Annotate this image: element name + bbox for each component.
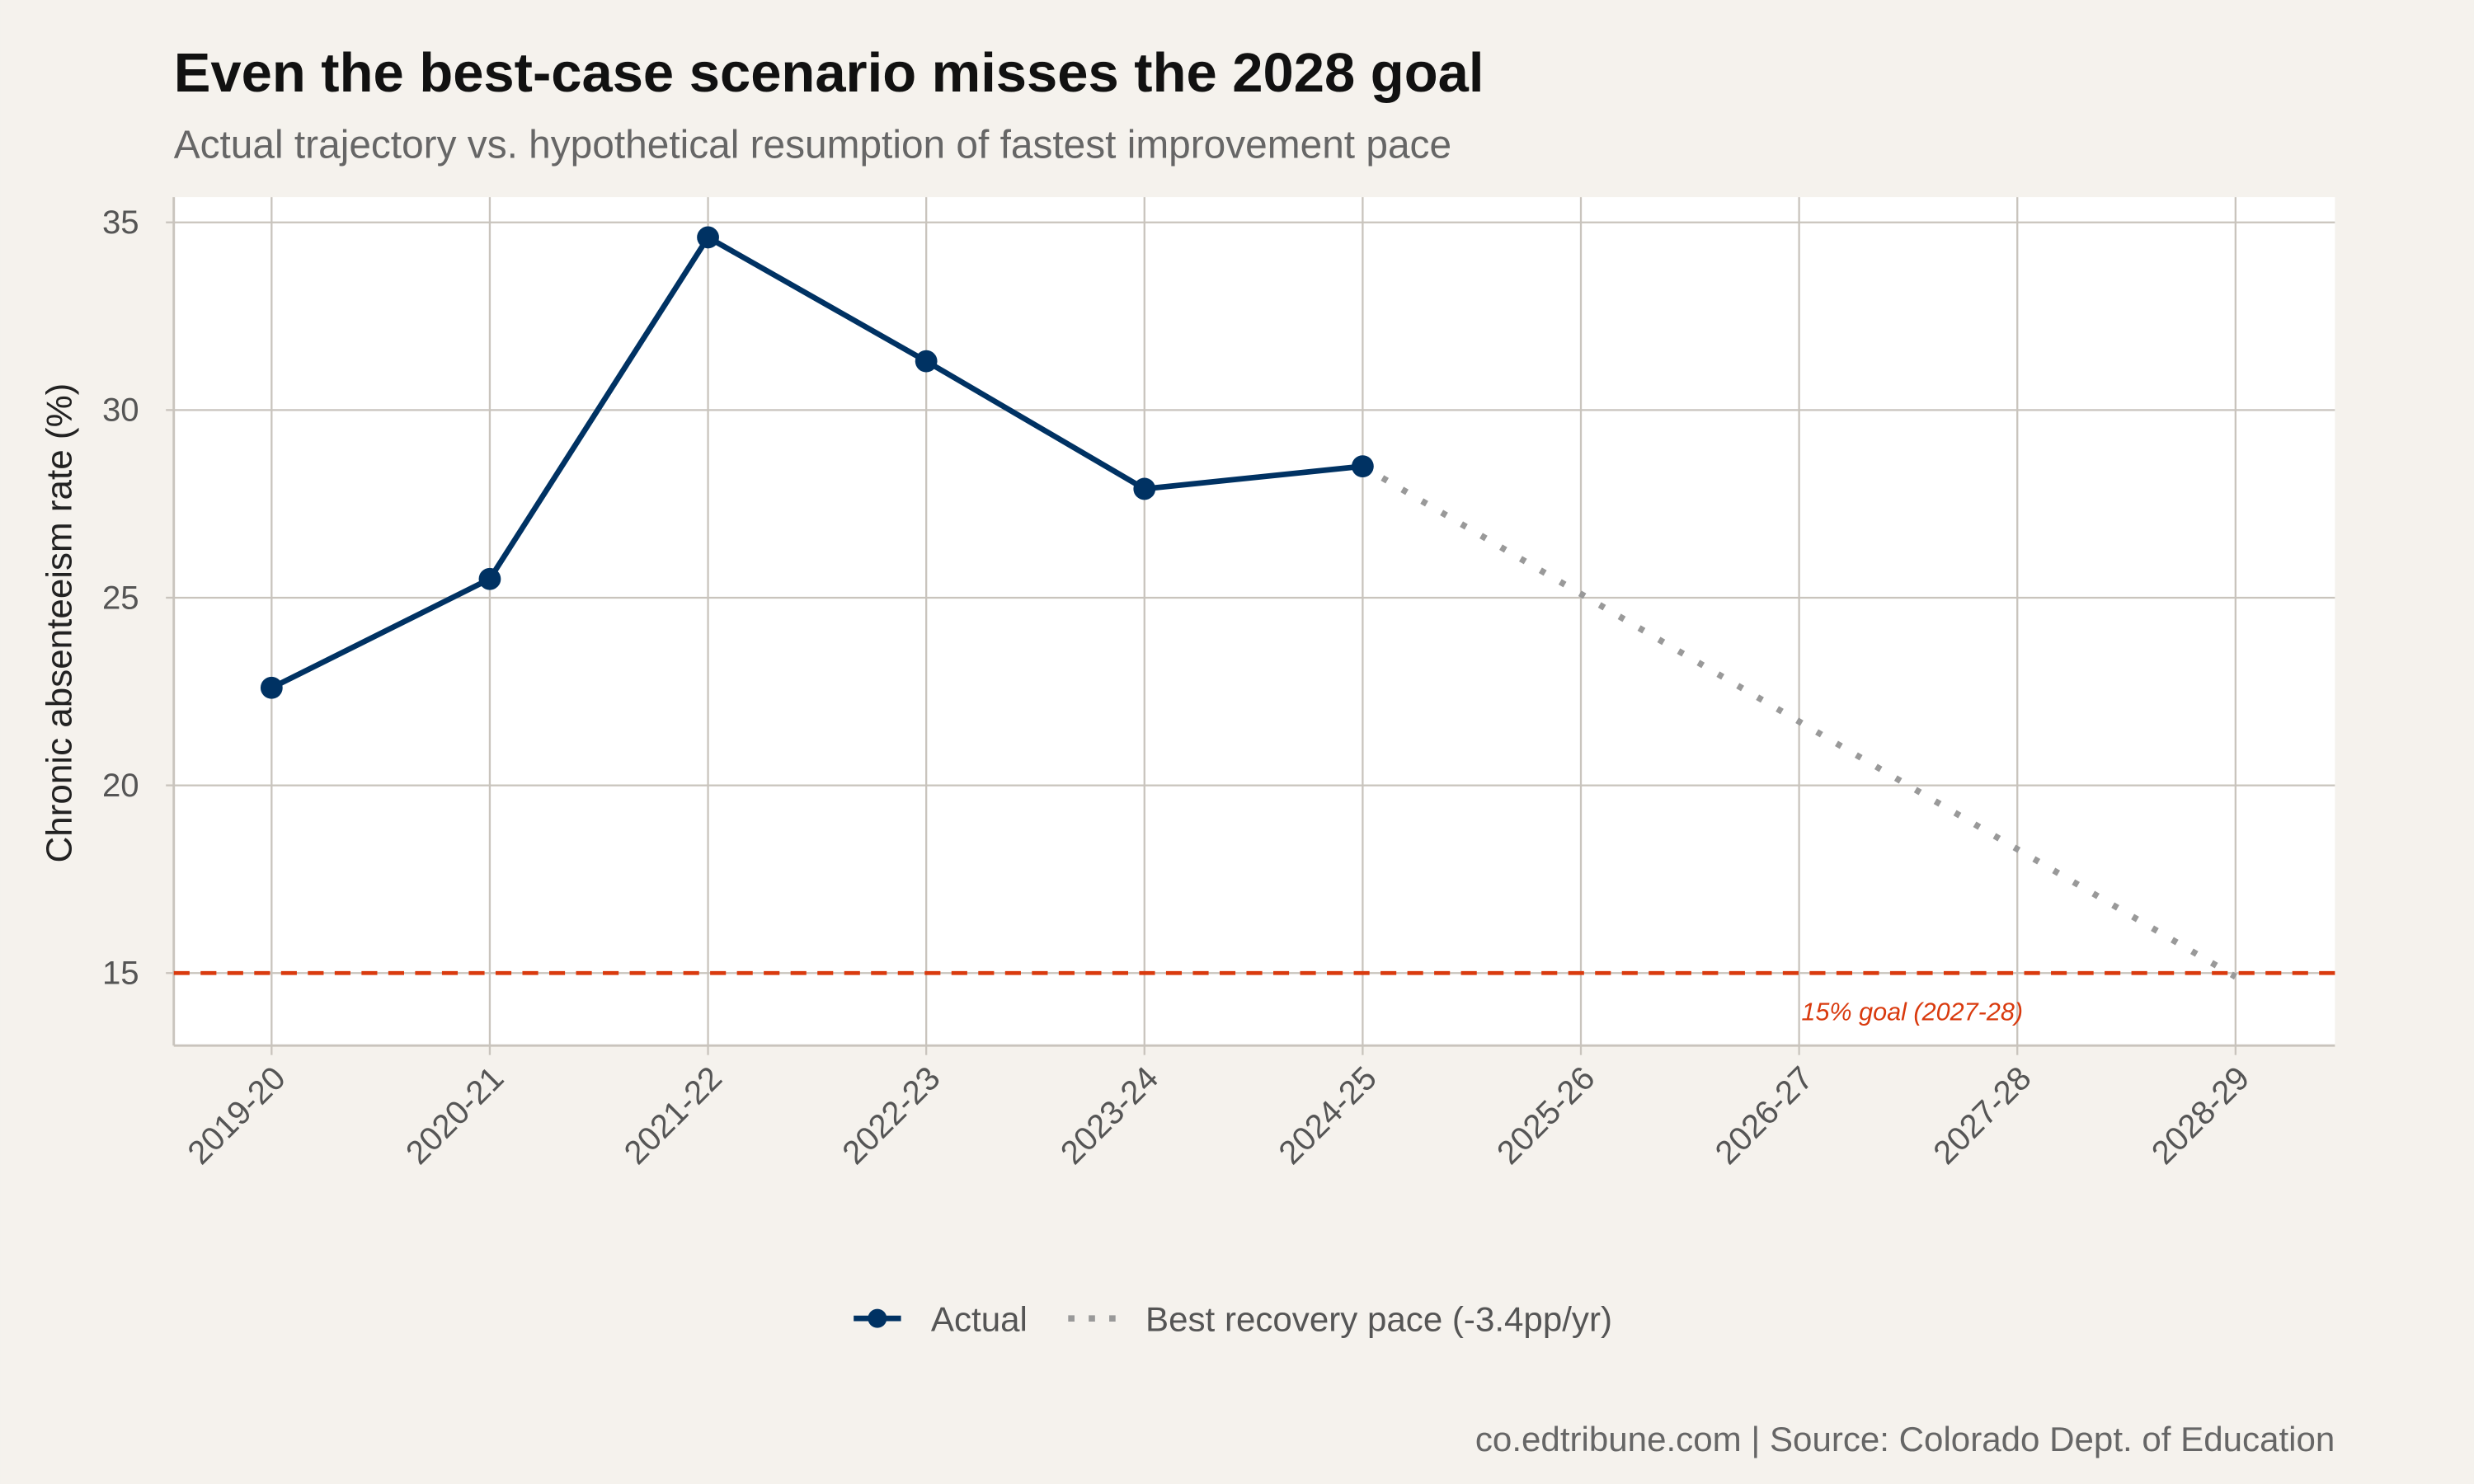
data-point-actual xyxy=(915,350,938,373)
y-tick-label: 35 xyxy=(102,204,139,241)
legend: Actual Best recovery pace (-3.4pp/yr) xyxy=(854,1299,1612,1338)
y-tick-label: 15 xyxy=(102,955,139,992)
caption: co.edtribune.com | Source: Colorado Dept… xyxy=(1475,1420,2335,1458)
series-line-actual xyxy=(270,234,1363,691)
legend-label-best-pace: Best recovery pace (-3.4pp/yr) xyxy=(1145,1299,1612,1338)
y-axis-label: Chronic absenteeism rate (%) xyxy=(39,383,79,863)
legend-item-actual: Actual xyxy=(854,1299,1028,1338)
data-point-actual xyxy=(478,567,501,590)
y-tick-label: 30 xyxy=(102,392,139,429)
data-point-actual xyxy=(1352,455,1374,478)
data-point-actual xyxy=(260,676,283,699)
legend-point-icon xyxy=(868,1308,887,1328)
chart-title: Even the best-case scenario misses the 2… xyxy=(174,42,1484,104)
data-point-actual xyxy=(697,226,719,249)
grid xyxy=(173,197,2335,1046)
chart-subtitle: Actual trajectory vs. hypothetical resum… xyxy=(174,123,1451,167)
legend-label-actual: Actual xyxy=(931,1299,1028,1338)
y-tick-label: 20 xyxy=(102,767,139,804)
goal-label: 15% goal (2027-28) xyxy=(1801,998,2023,1026)
legend-item-best-pace: Best recovery pace (-3.4pp/yr) xyxy=(1068,1299,1612,1338)
series-line-best-pace xyxy=(1361,463,2237,980)
plot-panel xyxy=(173,197,2335,1046)
marks xyxy=(173,226,2335,980)
y-tick-label: 25 xyxy=(102,579,139,616)
data-point-actual xyxy=(1133,477,1156,500)
